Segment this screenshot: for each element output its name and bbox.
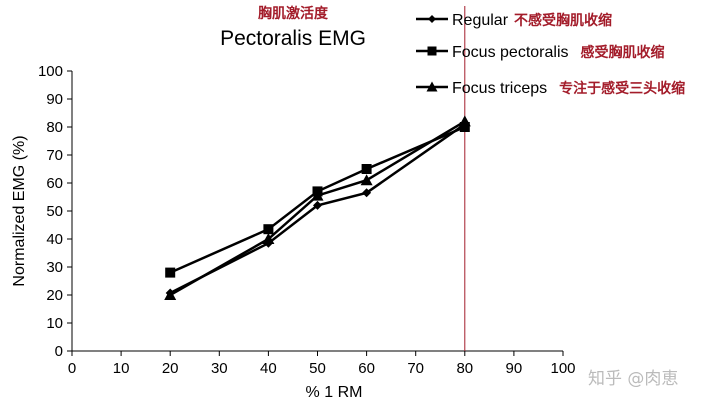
x-tick-label: 20 xyxy=(162,360,179,377)
legend-item: Focus pectoralis 感受胸肌收缩 xyxy=(416,44,665,61)
x-tick-label: 60 xyxy=(358,360,375,377)
triangle-marker xyxy=(262,233,275,244)
triangle-marker xyxy=(458,115,471,127)
legend-annotation: 感受胸肌收缩 xyxy=(581,44,665,61)
y-tick-label: 10 xyxy=(46,315,63,332)
watermark: 知乎 @肉恵 xyxy=(588,369,678,389)
x-tick-label: 80 xyxy=(456,360,473,377)
title-annotation: 胸肌激活度 xyxy=(258,5,329,22)
x-tick-label: 90 xyxy=(506,360,523,377)
y-tick-label: 40 xyxy=(46,231,63,248)
triangle-marker xyxy=(311,189,324,201)
square-marker xyxy=(459,122,470,132)
x-axis-label: % 1 RM xyxy=(306,384,363,401)
y-tick-label: 30 xyxy=(46,259,63,276)
y-tick-label: 0 xyxy=(55,343,63,360)
y-tick-label: 70 xyxy=(46,147,63,164)
triangle-marker xyxy=(426,81,438,92)
y-axis-label: Normalized EMG (%) xyxy=(11,135,28,286)
legend-label: Regular xyxy=(452,12,509,29)
x-tick-label: 70 xyxy=(407,360,424,377)
y-tick-label: 90 xyxy=(46,91,63,108)
legend-label: Focus pectoralis xyxy=(452,44,569,61)
diamond-marker xyxy=(313,200,322,210)
triangle-marker xyxy=(164,289,177,300)
y-tick-label: 100 xyxy=(38,63,63,80)
x-tick-label: 40 xyxy=(260,360,277,377)
square-marker xyxy=(165,267,176,278)
chart-title: Pectoralis EMG xyxy=(220,27,366,50)
legend-annotation: 专注于感受三头收缩 xyxy=(559,80,685,97)
legend-item: Focus triceps 专注于感受三头收缩 xyxy=(416,80,685,97)
diamond-marker xyxy=(428,15,436,23)
series-focus-triceps xyxy=(164,115,471,300)
square-marker xyxy=(361,164,372,174)
x-tick-label: 100 xyxy=(550,360,575,377)
x-tick-label: 30 xyxy=(211,360,228,377)
y-tick-label: 60 xyxy=(46,175,63,192)
square-marker xyxy=(263,224,274,235)
diamond-marker xyxy=(362,188,372,198)
legend-item: Regular 不感受胸肌收缩 xyxy=(416,12,612,29)
x-tick-label: 0 xyxy=(68,360,76,377)
y-tick-label: 80 xyxy=(46,119,63,136)
y-tick-label: 50 xyxy=(46,203,63,220)
x-tick-label: 10 xyxy=(113,360,130,377)
x-tick-label: 50 xyxy=(309,360,326,377)
y-tick-label: 20 xyxy=(46,287,63,304)
legend-annotation: 不感受胸肌收缩 xyxy=(514,12,612,29)
square-marker xyxy=(427,46,437,56)
legend-label: Focus triceps xyxy=(452,80,547,97)
triangle-marker xyxy=(360,174,373,186)
